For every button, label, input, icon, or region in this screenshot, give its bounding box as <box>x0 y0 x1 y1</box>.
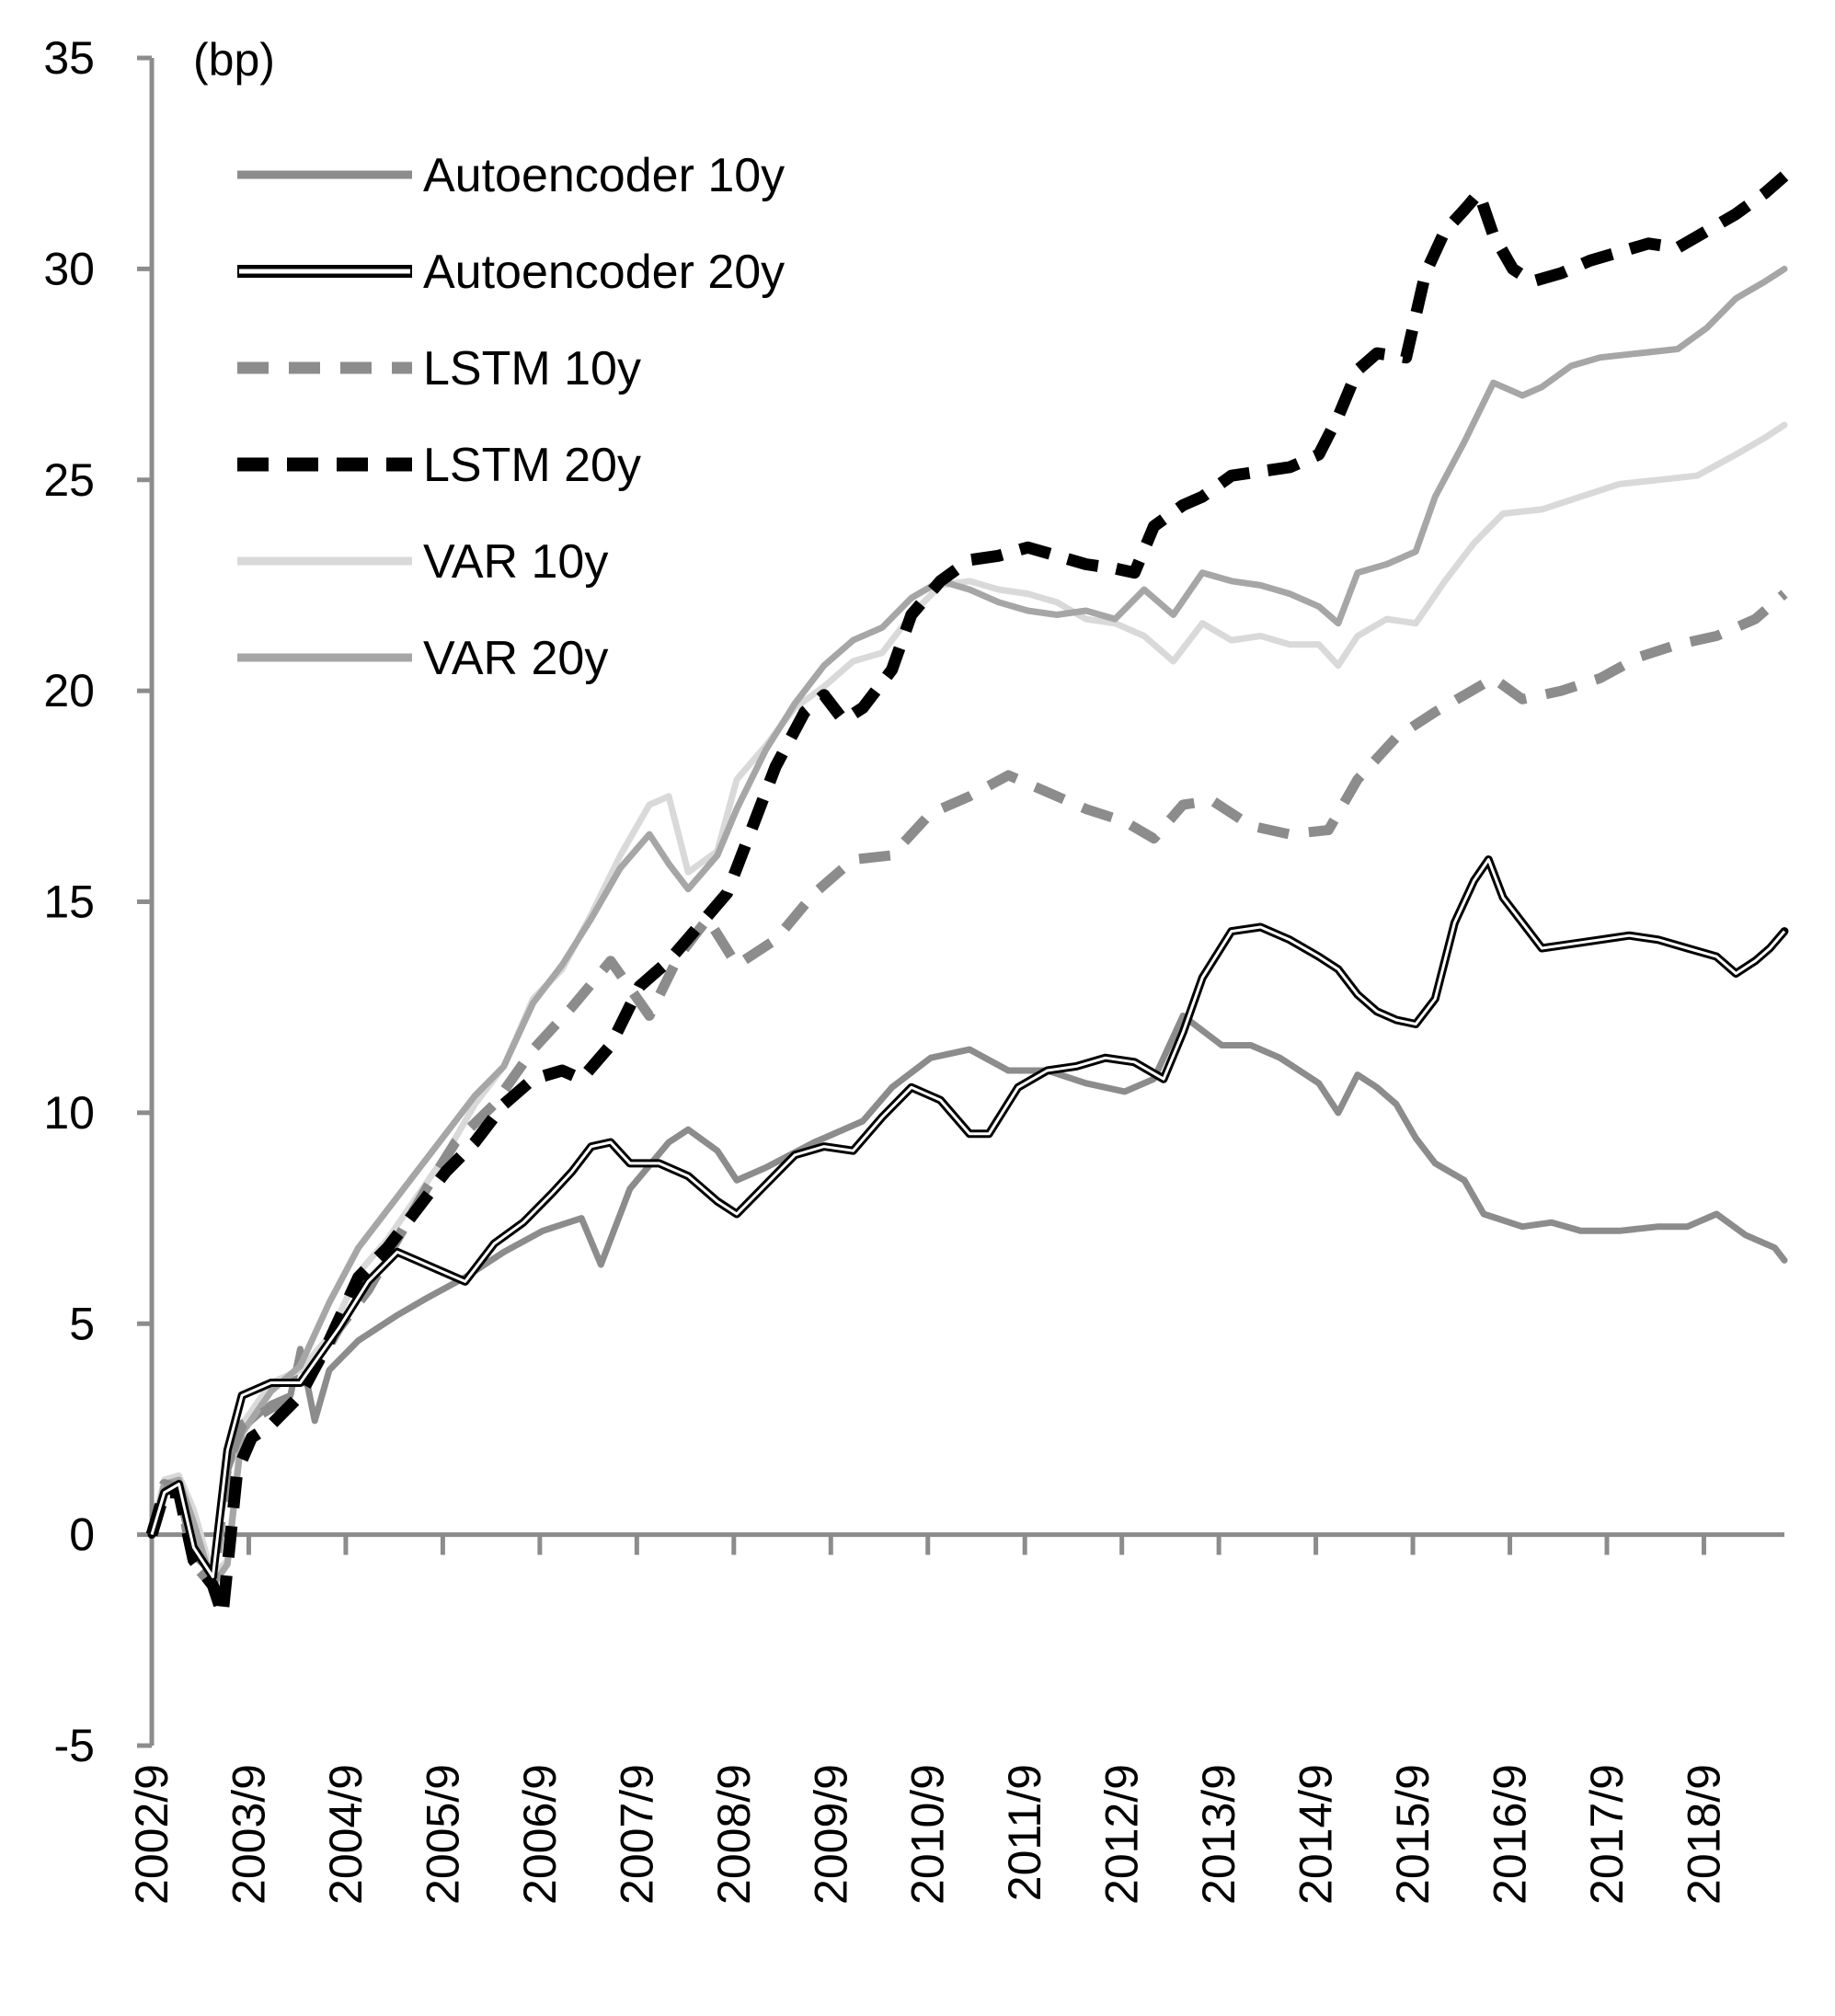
x-tick-label: 2009/9 <box>805 1764 856 1905</box>
x-tick-label: 2003/9 <box>223 1764 274 1905</box>
y-tick-label: 25 <box>43 454 95 506</box>
x-tick-label: 2015/9 <box>1387 1764 1439 1905</box>
y-tick-label: 5 <box>69 1298 95 1349</box>
x-tick-label: 2013/9 <box>1193 1764 1244 1905</box>
y-tick-label: 10 <box>43 1087 95 1139</box>
series-line-var-20y <box>148 265 1788 1589</box>
legend-label-lstm-20y: LSTM 20y <box>423 439 641 492</box>
series-line-autoencoder-20y <box>147 855 1789 1581</box>
y-axis-unit-label: (bp) <box>193 34 275 86</box>
x-tick-label: 2010/9 <box>902 1764 954 1905</box>
x-tick-label: 2004/9 <box>320 1764 372 1905</box>
series-line-autoencoder-10y <box>148 1012 1788 1576</box>
x-tick-label: 2016/9 <box>1485 1764 1536 1905</box>
y-tick-label: 15 <box>43 876 95 928</box>
series-line-autoencoder-20y-inner <box>150 858 1786 1578</box>
y-tick-label: 0 <box>69 1509 95 1561</box>
legend: Autoencoder 10y Autoencoder 20y LSTM 10y LS… <box>237 149 785 685</box>
axes: -5 0 5 10 15 20 25 30 35 2002/9 2003/9 2004/9 2005/9… <box>43 32 1784 1905</box>
y-tick-label: 20 <box>43 665 95 716</box>
legend-label-var-10y: VAR 10y <box>423 535 608 589</box>
series-line-var-10y <box>148 421 1788 1580</box>
legend-label-autoencoder-10y: Autoencoder 10y <box>423 149 785 202</box>
x-tick-label: 2008/9 <box>708 1764 760 1905</box>
x-tick-label: 2017/9 <box>1581 1764 1633 1905</box>
x-tick-label: 2014/9 <box>1290 1764 1342 1905</box>
legend-label-lstm-10y: LSTM 10y <box>423 342 641 395</box>
legend-label-autoencoder-20y: Autoencoder 20y <box>423 246 785 299</box>
x-tick-label: 2011/9 <box>999 1764 1050 1901</box>
y-tick-label: 35 <box>43 32 95 84</box>
x-tick-label: 2002/9 <box>126 1764 178 1905</box>
x-tick-label: 2005/9 <box>417 1764 468 1905</box>
x-tick-label: 2006/9 <box>514 1764 566 1905</box>
series-line-lstm-10y <box>146 590 1788 1591</box>
y-tick-label: 30 <box>43 243 95 294</box>
x-tick-label: 2007/9 <box>611 1764 662 1905</box>
series-line-lstm-20y <box>145 171 1789 1621</box>
x-tick-label: 2012/9 <box>1096 1764 1148 1905</box>
x-tick-label: 2018/9 <box>1678 1764 1729 1905</box>
series-lines <box>145 171 1789 1621</box>
legend-label-var-20y: VAR 20y <box>423 632 608 685</box>
y-tick-label: -5 <box>54 1720 95 1771</box>
